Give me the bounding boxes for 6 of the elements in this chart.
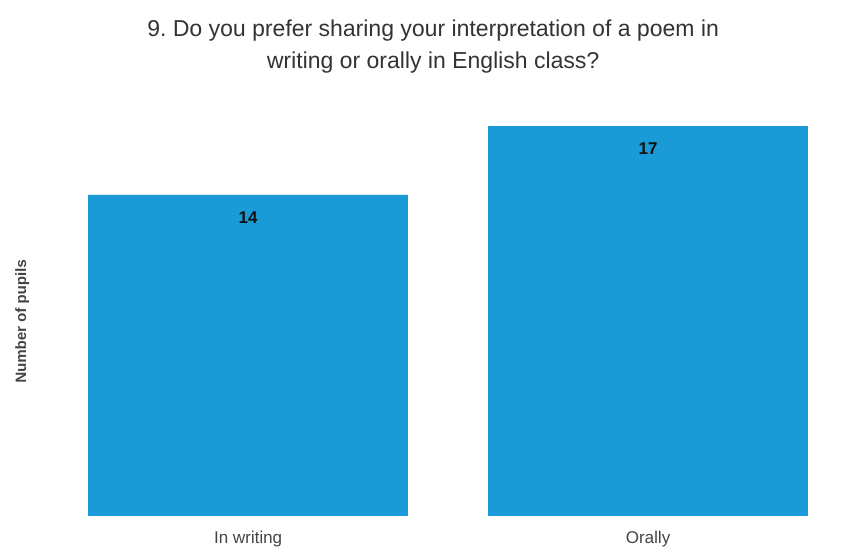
x-tick-label: Orally (626, 528, 671, 547)
data-label: 17 (638, 139, 658, 158)
x-tick-label: In writing (214, 528, 282, 547)
data-label: 14 (238, 208, 258, 227)
chart-title: 9. Do you prefer sharing your interpretation of a poem in writing or orally in English class? (147, 15, 719, 73)
y-axis-title: Number of pupils (13, 259, 30, 383)
